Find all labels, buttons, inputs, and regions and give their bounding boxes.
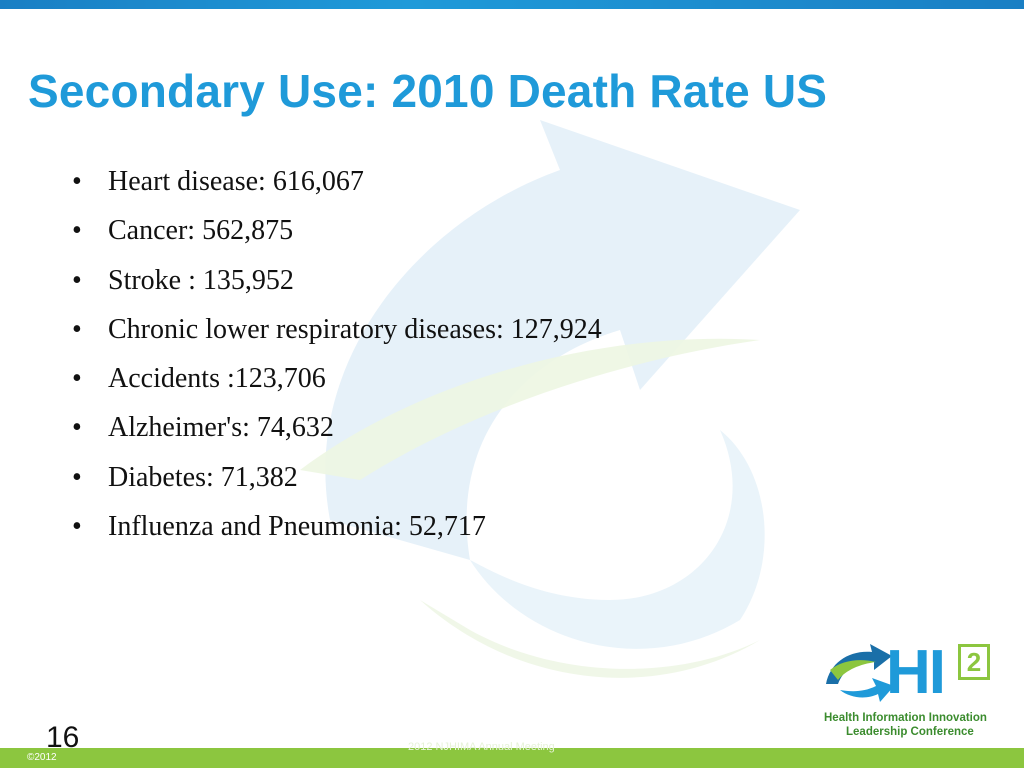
bullet-icon: • bbox=[72, 215, 82, 247]
bullet-icon: • bbox=[72, 313, 82, 345]
footer-text: 2012 NJHIMA Annual Meeting bbox=[408, 741, 555, 753]
bullet-icon: • bbox=[72, 511, 82, 543]
list-item-text: Accidents :123,706 bbox=[108, 363, 326, 395]
logo-superscript: 2 bbox=[958, 644, 990, 680]
logo-arrow-icon bbox=[826, 644, 894, 702]
list-item: • Alzheimer's: 74,632 bbox=[72, 406, 602, 455]
slide-number: 16 bbox=[46, 721, 80, 754]
list-item: • Cancer: 562,875 bbox=[72, 209, 602, 258]
logo-tagline-1: Health Information Innovation bbox=[824, 712, 987, 724]
logo-tagline-2: Leadership Conference bbox=[846, 726, 974, 738]
slide-title: Secondary Use: 2010 Death Rate US bbox=[28, 65, 828, 117]
bullet-icon: • bbox=[72, 363, 82, 395]
list-item-text: Alzheimer's: 74,632 bbox=[108, 412, 334, 444]
logo-hi-text: HI bbox=[886, 638, 946, 707]
cause-of-death-list: • Heart disease: 616,067 • Cancer: 562,875… bbox=[72, 160, 602, 554]
bullet-icon: • bbox=[72, 461, 82, 493]
list-item: • Heart disease: 616,067 bbox=[72, 160, 602, 209]
top-accent-bar bbox=[0, 0, 1024, 9]
list-item: • Accidents :123,706 bbox=[72, 357, 602, 406]
list-item: • Diabetes: 71,382 bbox=[72, 456, 602, 505]
list-item-text: Diabetes: 71,382 bbox=[108, 461, 298, 493]
list-item-text: Stroke : 135,952 bbox=[108, 264, 294, 296]
list-item-text: Influenza and Pneumonia: 52,717 bbox=[108, 511, 486, 543]
copyright-text: ©2012 bbox=[27, 752, 57, 763]
hi2-conference-logo: HI 2 Health Information Innovation Leade… bbox=[820, 640, 1000, 744]
bullet-icon: • bbox=[72, 412, 82, 444]
list-item-text: Chronic lower respiratory diseases: 127,… bbox=[108, 313, 602, 345]
bullet-icon: • bbox=[72, 264, 82, 296]
list-item: • Stroke : 135,952 bbox=[72, 259, 602, 308]
list-item-text: Heart disease: 616,067 bbox=[108, 166, 364, 197]
bottom-accent-bar bbox=[0, 748, 1024, 768]
list-item-text: Cancer: 562,875 bbox=[108, 215, 294, 247]
list-item: • Chronic lower respiratory diseases: 127… bbox=[72, 308, 602, 357]
bullet-icon: • bbox=[72, 166, 82, 197]
list-item: • Influenza and Pneumonia: 52,717 bbox=[72, 505, 602, 554]
